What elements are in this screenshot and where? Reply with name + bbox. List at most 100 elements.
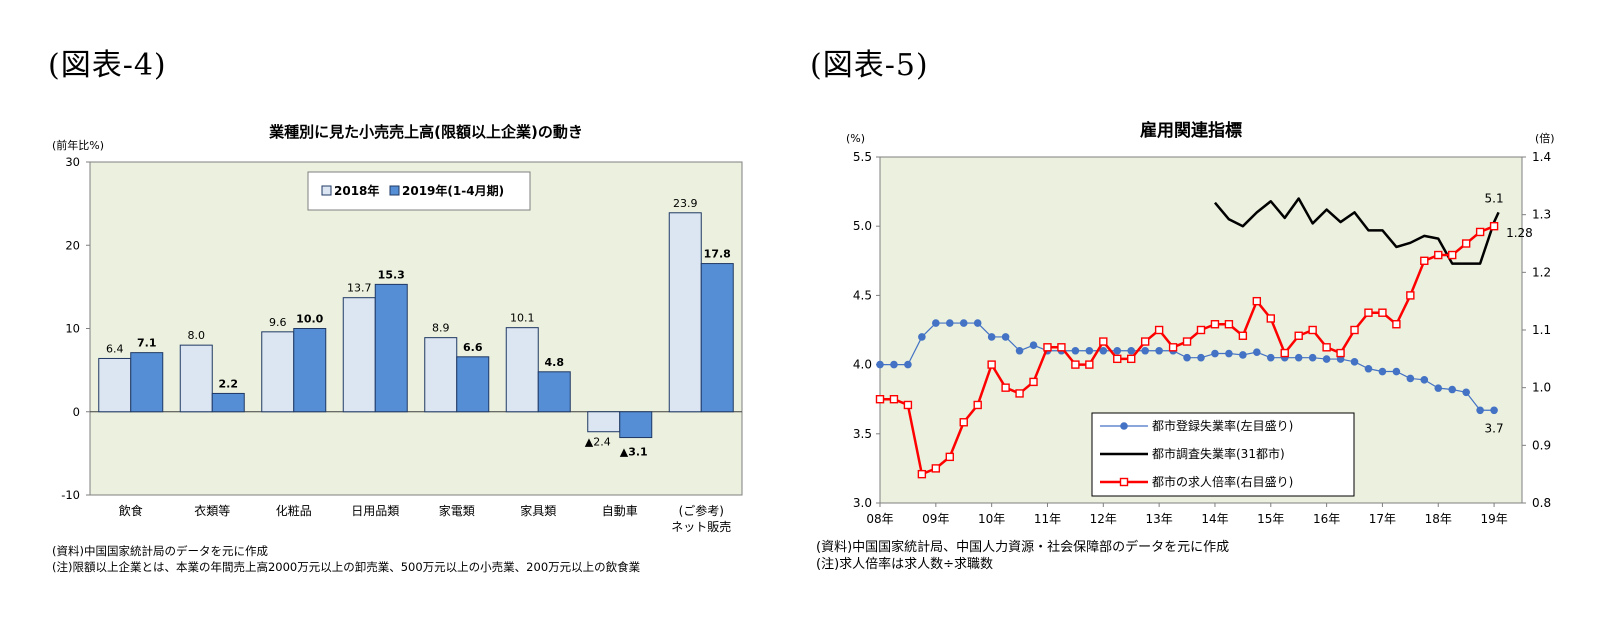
- y2-tick-label: 1.0: [1532, 381, 1551, 395]
- x-tick-label: 08年: [866, 512, 893, 526]
- left-source-note: (資料)中国国家統計局のデータを元に作成: [52, 544, 268, 558]
- y2-tick-label: 1.2: [1532, 265, 1551, 279]
- data-point: [1113, 354, 1122, 364]
- data-point: [945, 452, 954, 462]
- data-point: [890, 360, 898, 369]
- data-point: [1029, 377, 1038, 387]
- data-point: [1280, 348, 1289, 358]
- figure-label-5: (図表-5): [810, 48, 929, 83]
- bar: [505, 327, 539, 413]
- data-point: [1378, 308, 1387, 317]
- bar-data-label: ▲2.4: [585, 436, 611, 449]
- data-point: [1308, 353, 1317, 362]
- x-category-label: 化粧品: [276, 504, 312, 518]
- x-tick-label: 09年: [922, 512, 949, 526]
- data-point: [1225, 349, 1233, 358]
- annotation-label: 1.28: [1506, 226, 1533, 240]
- y2-tick-label: 1.3: [1532, 208, 1551, 222]
- x-tick-label: 17年: [1369, 512, 1396, 526]
- x-category-label: (ご参考): [679, 503, 724, 518]
- x-category-label: 日用品類: [351, 504, 399, 518]
- data-point: [1057, 343, 1066, 352]
- y-tick-label: 4.5: [853, 288, 872, 302]
- legend-marker: [1119, 477, 1129, 487]
- data-point: [1085, 346, 1094, 355]
- bar: [211, 392, 245, 413]
- x-category-label: ネット販売: [671, 519, 731, 534]
- data-point: [1461, 239, 1471, 248]
- data-point: [1210, 320, 1220, 329]
- data-point: [1141, 346, 1149, 355]
- data-point: [1168, 343, 1178, 352]
- legend-label: 都市調査失業率(31都市): [1152, 446, 1285, 461]
- data-point: [1015, 346, 1024, 355]
- bar-legend-box: [307, 171, 531, 211]
- annotation-label: 3.7: [1485, 421, 1504, 435]
- y-tick-label: 10: [65, 322, 80, 336]
- x-category-label: 家電類: [439, 503, 475, 518]
- data-point: [875, 395, 885, 404]
- data-point: [1197, 353, 1205, 362]
- right-definition-note: (注)求人倍率は求人数÷求職数: [816, 557, 994, 572]
- y-tick-label: 20: [65, 238, 80, 252]
- x-tick-label: 18年: [1425, 512, 1452, 526]
- data-point: [1196, 325, 1206, 335]
- data-point: [1239, 351, 1247, 359]
- data-point: [1406, 291, 1415, 300]
- data-point: [1294, 353, 1303, 362]
- right-source-note: (資料)中国国家統計局、中国人力資源・社会保障部のデータを元に作成: [816, 540, 1230, 555]
- data-point: [1252, 296, 1262, 306]
- y2-tick-label: 0.9: [1532, 438, 1551, 452]
- data-point: [904, 360, 912, 369]
- data-point: [903, 400, 913, 410]
- bar: [456, 356, 490, 413]
- y2-tick-label: 0.8: [1532, 496, 1551, 510]
- data-point: [918, 333, 926, 341]
- x-category-label: 飲食: [119, 503, 143, 518]
- x-tick-label: 16年: [1313, 512, 1340, 526]
- x-category-label: 自動車: [602, 504, 638, 518]
- bar-data-label: 6.6: [463, 341, 483, 354]
- bar-data-label: 8.0: [188, 329, 206, 342]
- bar: [130, 352, 164, 413]
- data-point: [1406, 374, 1415, 383]
- y-tick-label: 5.0: [853, 219, 872, 233]
- y-tick-label: 5.5: [853, 150, 872, 164]
- data-point: [987, 333, 996, 341]
- legend-swatch: [321, 185, 332, 196]
- data-point: [1420, 376, 1429, 384]
- y-tick-label: -10: [61, 488, 80, 502]
- data-point: [959, 418, 968, 427]
- data-point: [1001, 383, 1010, 392]
- bar-data-label: 13.7: [347, 282, 372, 295]
- x-tick-label: 11年: [1034, 512, 1061, 526]
- data-point: [1001, 333, 1010, 341]
- data-point: [1475, 227, 1485, 237]
- data-point: [987, 360, 996, 369]
- bar: [342, 297, 376, 413]
- data-point: [1364, 308, 1373, 317]
- legend-label: 2018年: [334, 183, 379, 198]
- data-point: [1476, 406, 1484, 415]
- bar: [374, 283, 408, 413]
- data-point: [876, 360, 884, 369]
- data-point: [1378, 367, 1387, 376]
- bar: [587, 411, 621, 433]
- data-point: [1071, 360, 1080, 369]
- bar: [261, 331, 295, 413]
- data-point: [1294, 331, 1303, 340]
- data-point: [1490, 406, 1498, 415]
- data-point: [1099, 346, 1108, 355]
- data-point: [1211, 349, 1219, 358]
- legend-swatch: [389, 185, 400, 196]
- data-point: [1308, 325, 1317, 335]
- data-point: [1448, 250, 1457, 260]
- bar-data-label: 9.6: [269, 316, 287, 329]
- data-point: [959, 319, 968, 327]
- bar-plot-area: [89, 161, 743, 496]
- data-point: [1015, 389, 1024, 398]
- data-point: [1224, 320, 1234, 329]
- data-point: [1043, 343, 1052, 352]
- x-tick-label: 13年: [1145, 512, 1172, 526]
- x-tick-label: 19年: [1480, 512, 1507, 526]
